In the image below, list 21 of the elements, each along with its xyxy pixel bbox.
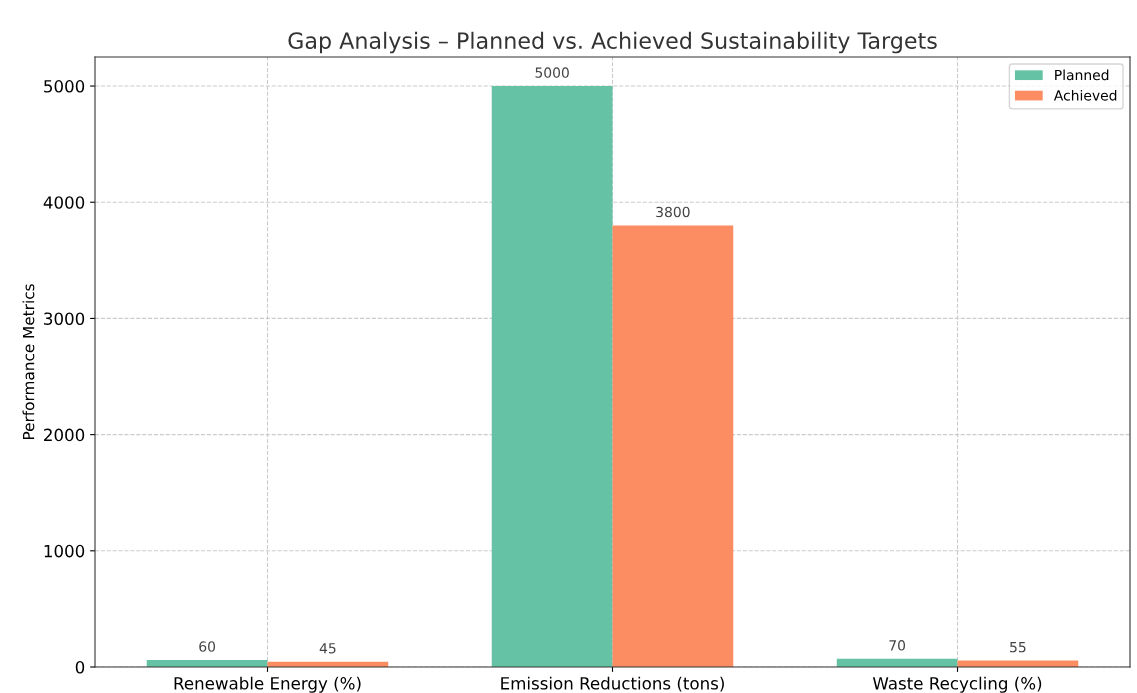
y-tick-label: 5000 <box>44 80 85 93</box>
x-tick-label: Renewable Energy (%) <box>174 676 361 693</box>
data-label: 5000 <box>535 67 569 78</box>
legend-label: Planned <box>1055 69 1109 81</box>
chart-title: Gap Analysis – Planned vs. Achieved Sustainability Targets <box>288 31 937 54</box>
y-tick-label: 1000 <box>44 544 85 558</box>
data-label: 55 <box>1010 642 1026 653</box>
y-tick-label: 3000 <box>44 312 85 325</box>
y-tick-label: 2000 <box>44 428 85 442</box>
y-tick-label: 0 <box>75 660 85 674</box>
x-tick-label: Waste Recycling (%) <box>872 676 1042 693</box>
y-tick-label: 4000 <box>43 196 85 209</box>
y-axis-title: Performance Metrics <box>22 284 35 440</box>
x-tick-label: Emission Reductions (tons) <box>501 676 724 692</box>
data-label: 60 <box>199 641 216 652</box>
data-label: 45 <box>319 643 336 654</box>
data-label: 70 <box>889 640 906 651</box>
legend-label: Achieved <box>1053 89 1117 101</box>
bar <box>491 86 613 667</box>
bar <box>612 225 734 667</box>
data-label: 3800 <box>656 206 690 218</box>
